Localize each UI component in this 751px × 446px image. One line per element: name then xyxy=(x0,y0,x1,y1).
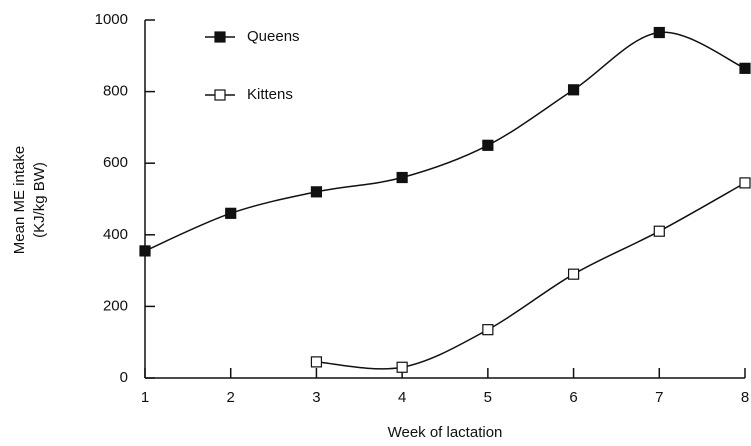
data-point xyxy=(225,207,237,219)
series-line xyxy=(316,182,746,370)
x-tick-label: 6 xyxy=(569,389,577,406)
x-tick-label: 4 xyxy=(398,389,406,406)
x-tick-label: 2 xyxy=(227,389,235,406)
y-tick-label: 800 xyxy=(103,83,128,100)
legend-label: Queens xyxy=(247,28,300,45)
x-tick-label: 7 xyxy=(655,389,663,406)
y-tick-label: 400 xyxy=(103,226,128,243)
data-point xyxy=(567,84,580,96)
data-point xyxy=(482,139,494,151)
data-point xyxy=(310,356,323,368)
x-tick-label: 3 xyxy=(312,389,320,406)
data-point xyxy=(653,26,665,39)
y-tick-label: 0 xyxy=(120,369,128,386)
data-point xyxy=(396,171,408,184)
data-point xyxy=(739,62,751,74)
data-point xyxy=(396,361,408,373)
data-point xyxy=(482,324,494,336)
x-tick-label: 8 xyxy=(741,389,749,406)
series-line xyxy=(144,31,746,252)
x-axis-label: Week of lactation xyxy=(388,424,503,441)
y-axis-label: (KJ/kg BW) xyxy=(31,162,48,238)
legend-marker xyxy=(214,89,226,101)
x-tick-label: 5 xyxy=(484,389,492,406)
data-point xyxy=(653,225,665,237)
x-tick-label: 1 xyxy=(141,389,149,406)
data-point xyxy=(567,268,580,280)
y-tick-label: 200 xyxy=(103,297,128,314)
y-axis-label: Mean ME intake xyxy=(11,146,28,254)
legend-marker xyxy=(214,31,226,43)
data-point xyxy=(139,245,151,257)
y-tick-label: 1000 xyxy=(95,11,128,28)
data-point xyxy=(310,186,323,198)
legend-label: Kittens xyxy=(247,86,293,103)
data-point xyxy=(739,177,751,189)
y-tick-label: 600 xyxy=(103,154,128,171)
